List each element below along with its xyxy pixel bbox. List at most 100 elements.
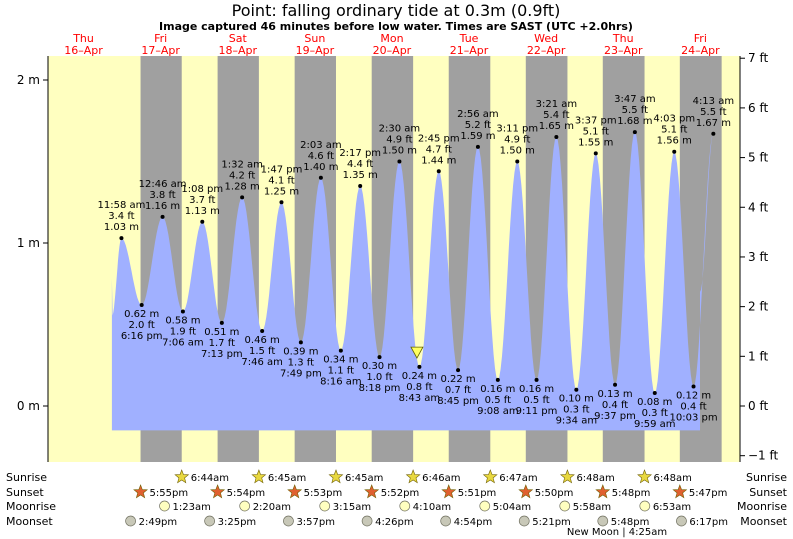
tide-point-5 [219,320,224,325]
sunset-time: 5:53pm [304,488,343,499]
high-tide-label: 4.7 ft [426,144,452,155]
moonrise-icon [319,500,331,512]
moonrise-icon [639,500,651,512]
y-tick-label-left: 2 m [17,73,40,87]
high-tide-label: 4:03 pm [653,114,695,125]
moonset-time: 3:57pm [296,517,335,528]
day-name-label: Sun [304,32,325,45]
tide-point-13 [377,355,382,360]
sunrise-icon [559,469,575,484]
high-tide-label: 3.4 ft [108,211,134,222]
y-tick-label-right: 6 ft [748,101,768,115]
high-tide-label: 1.50 m [382,146,417,157]
low-tide-label: 1.9 ft [170,326,196,337]
tide-point-3 [180,309,185,314]
high-tide-label: 4.9 ft [386,135,412,146]
high-tide-label: 1.35 m [343,170,378,181]
moonset-time: 5:48pm [611,517,650,528]
low-tide-label: 7:06 am [162,337,204,348]
tide-point-23 [574,387,579,392]
sunset-icon [672,484,688,499]
moon-phase-label: New Moon | 4:25am [567,527,667,538]
day-name-label: Wed [534,32,558,45]
tide-area [111,132,714,431]
moonset-icon [518,515,530,527]
day-name-label: Thu [72,32,94,45]
high-tide-label: 5.4 ft [543,110,569,121]
sunset-icon [287,484,303,499]
high-tide-label: 1.56 m [657,136,692,147]
day-date-label: 17–Apr [141,44,180,57]
moonrise-icon [399,500,411,512]
tide-point-22 [554,135,559,140]
moonrise-time: 6:53am [653,502,691,513]
tide-point-17 [456,368,461,373]
sunset-icon [210,484,226,499]
high-tide-label: 1.25 m [264,186,299,197]
low-tide-label: 0.7 ft [445,385,471,396]
moonset-icon [597,515,609,527]
moonrise-icon [479,500,491,512]
tide-point-25 [613,382,618,387]
sunset-time: 5:55pm [150,488,189,499]
day-name-label: Tue [459,32,479,45]
tide-point-26 [632,130,637,135]
high-tide-label: 5.1 ft [661,125,687,136]
high-tide-label: 4:13 am [693,96,735,107]
high-tide-label: 4.4 ft [347,159,373,170]
sunset-time: 5:48pm [612,488,651,499]
y-tick-label-right: 3 ft [748,250,768,264]
low-tide-label: 0.16 m [519,384,554,395]
moonset-icon [676,515,687,527]
low-tide-label: 0.5 ft [485,395,511,406]
day-name-label: Sat [229,32,248,45]
high-tide-label: 3:47 am [614,94,656,105]
high-tide-label: 2:03 am [300,140,342,151]
low-tide-label: 1.0 ft [366,372,392,383]
day-date-label: 21–Apr [450,44,489,57]
row-label-right: Moonset [740,515,787,528]
sunrise-time: 6:47am [499,473,537,484]
sunrise-time: 6:46am [422,473,460,484]
row-label-right: Sunrise [746,471,787,484]
low-tide-label: 0.10 m [559,394,594,405]
tide-point-0 [119,236,124,241]
moonset-icon [125,515,136,527]
y-tick-label-right: 1 ft [748,349,768,363]
chart-subtitle: Image captured 46 minutes before low wat… [159,20,633,33]
sunrise-time: 6:48am [576,473,614,484]
tide-point-28 [672,149,677,154]
tide-point-2 [160,214,165,219]
sunset-time: 5:50pm [535,488,574,499]
tide-point-10 [318,175,323,180]
high-tide-label: 5.5 ft [700,107,726,118]
high-tide-label: 3:21 am [536,99,578,110]
high-tide-label: 2:45 pm [418,133,460,144]
day-date-label: 20–Apr [373,44,412,57]
row-label-left: Moonset [6,515,53,528]
high-tide-label: 4.9 ft [504,135,530,146]
low-tide-label: 9:08 am [477,406,519,417]
y-tick-label-right: 4 ft [748,200,768,214]
tide-point-12 [358,183,363,188]
low-tide-label: 0.51 m [204,327,239,338]
high-tide-label: 3.7 ft [189,195,215,206]
low-tide-label: 9:34 am [556,416,598,427]
low-tide-label: 0.8 ft [406,382,432,393]
low-tide-label: 0.39 m [283,346,318,357]
low-tide-label: 7:13 pm [201,349,243,360]
tide-point-16 [436,169,441,174]
y-tick-label-right: −1 ft [748,449,779,463]
day-name-label: Thu [612,32,634,45]
day-date-label: 16–Apr [64,44,103,57]
tide-point-15 [417,364,422,369]
sunset-time: 5:47pm [689,488,728,499]
current-tide-marker [410,346,424,359]
low-tide-label: 1.1 ft [328,366,354,377]
tide-point-9 [298,340,303,345]
tide-point-29 [691,384,696,389]
tide-point-1 [139,302,144,307]
low-tide-label: 6:16 pm [121,331,163,342]
